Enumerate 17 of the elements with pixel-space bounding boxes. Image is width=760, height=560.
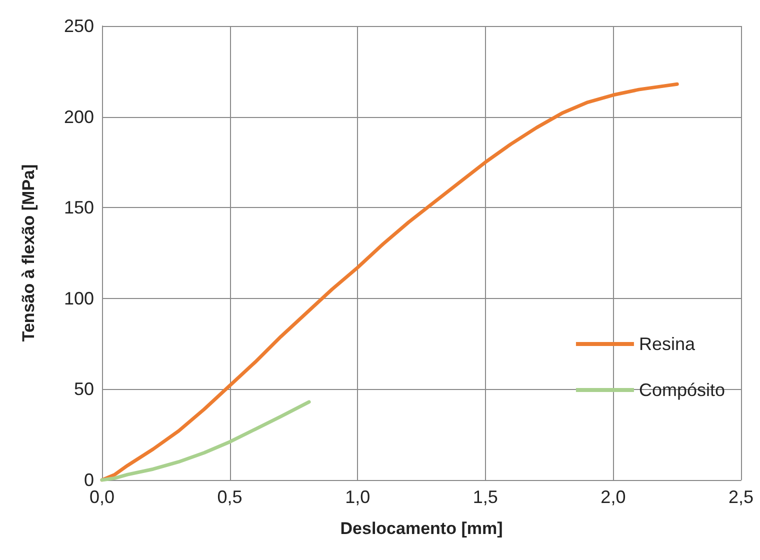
legend-label: Resina [638, 334, 696, 354]
y-tick-label: 200 [64, 106, 94, 127]
x-tick-label: 2,0 [600, 487, 626, 507]
y-axis-title: Tensão à flexão [MPa] [19, 164, 38, 342]
legend-label: Compósito [638, 380, 726, 400]
y-tick-label: 250 [64, 16, 94, 36]
x-tick-label: 0,5 [217, 487, 242, 507]
x-tick-label: 2,5 [728, 487, 754, 507]
x-tick-label: 1,0 [345, 487, 370, 507]
x-axis-title: Deslocamento [mm] [340, 519, 503, 538]
x-tick-label: 1,5 [472, 487, 498, 507]
x-tick-label: 0,0 [89, 487, 115, 507]
line-series [100, 400, 311, 482]
y-tick-label: 0 [84, 470, 94, 490]
y-tick-label: 50 [74, 379, 94, 400]
y-tick-label: 150 [64, 198, 94, 218]
y-tick-label: 100 [64, 288, 94, 308]
